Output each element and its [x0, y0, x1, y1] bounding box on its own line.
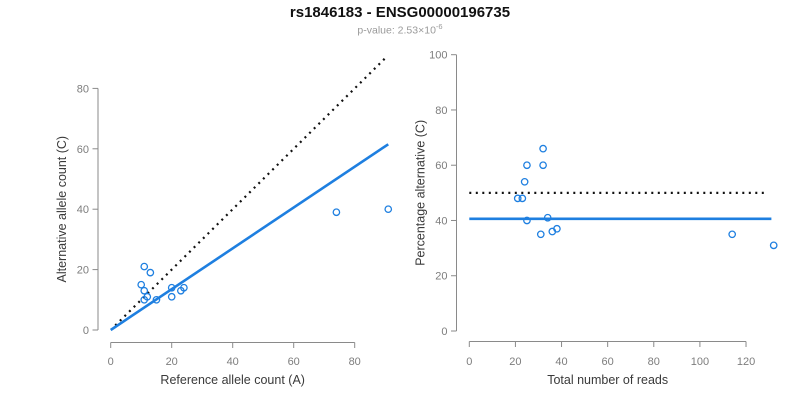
y-tick-label: 0 — [83, 325, 89, 337]
data-point — [513, 194, 522, 203]
data-point — [143, 292, 152, 301]
y-axis-title: Alternative allele count (C) — [55, 136, 69, 283]
data-point — [520, 177, 529, 186]
x-tick-label: 60 — [288, 356, 300, 368]
y-tick-label: 80 — [435, 105, 447, 117]
x-tick-label: 20 — [166, 356, 178, 368]
y-tick-label: 40 — [435, 215, 447, 227]
y-tick-label: 40 — [77, 204, 89, 216]
data-point — [523, 216, 531, 225]
x-tick-label: 0 — [466, 356, 472, 368]
x-tick-label: 0 — [108, 356, 114, 368]
x-tick-label: 80 — [648, 356, 660, 368]
data-point — [523, 161, 531, 170]
x-axis-title: Reference allele count (A) — [160, 373, 305, 387]
identity-line — [114, 55, 388, 327]
data-point — [137, 280, 146, 289]
figure-title: rs1846183 - ENSG00000196735 — [289, 4, 511, 21]
data-point — [543, 213, 552, 222]
y-tick-label: 80 — [77, 83, 89, 95]
p-value-subtitle: p-value: 2.53×10-6 — [0, 22, 800, 37]
y-tick-label: 0 — [441, 326, 447, 338]
x-axis-title: Total number of reads — [547, 373, 668, 387]
data-point — [728, 230, 737, 239]
data-point — [536, 230, 545, 239]
p-value-text: p-value: 2.53×10 — [357, 24, 436, 37]
data-point — [167, 283, 176, 292]
data-point — [180, 283, 188, 292]
data-point — [140, 262, 149, 271]
y-tick-label: 60 — [77, 144, 89, 156]
regression-line — [109, 143, 389, 332]
data-point — [539, 161, 547, 170]
x-tick-label: 60 — [602, 356, 614, 368]
y-tick-label: 100 — [429, 50, 447, 62]
data-point — [146, 268, 155, 277]
x-tick-label: 40 — [227, 356, 239, 368]
data-point — [384, 205, 393, 214]
data-point — [152, 295, 161, 304]
x-tick-label: 80 — [349, 356, 361, 368]
y-tick-label: 60 — [435, 160, 447, 172]
data-point — [769, 241, 778, 250]
data-point — [140, 286, 149, 295]
p-value-exponent: -6 — [435, 22, 443, 31]
data-point — [332, 208, 341, 217]
x-tick-label: 100 — [691, 356, 709, 368]
y-tick-label: 20 — [77, 265, 89, 277]
y-tick-label: 20 — [435, 271, 447, 283]
x-tick-label: 20 — [509, 356, 521, 368]
y-axis-title: Percentage alternative (C) — [414, 120, 428, 266]
x-tick-label: 40 — [555, 356, 567, 368]
data-point — [553, 224, 561, 233]
x-tick-label: 120 — [737, 356, 755, 368]
data-point — [167, 292, 176, 301]
data-point — [518, 194, 527, 203]
data-point — [539, 144, 547, 153]
